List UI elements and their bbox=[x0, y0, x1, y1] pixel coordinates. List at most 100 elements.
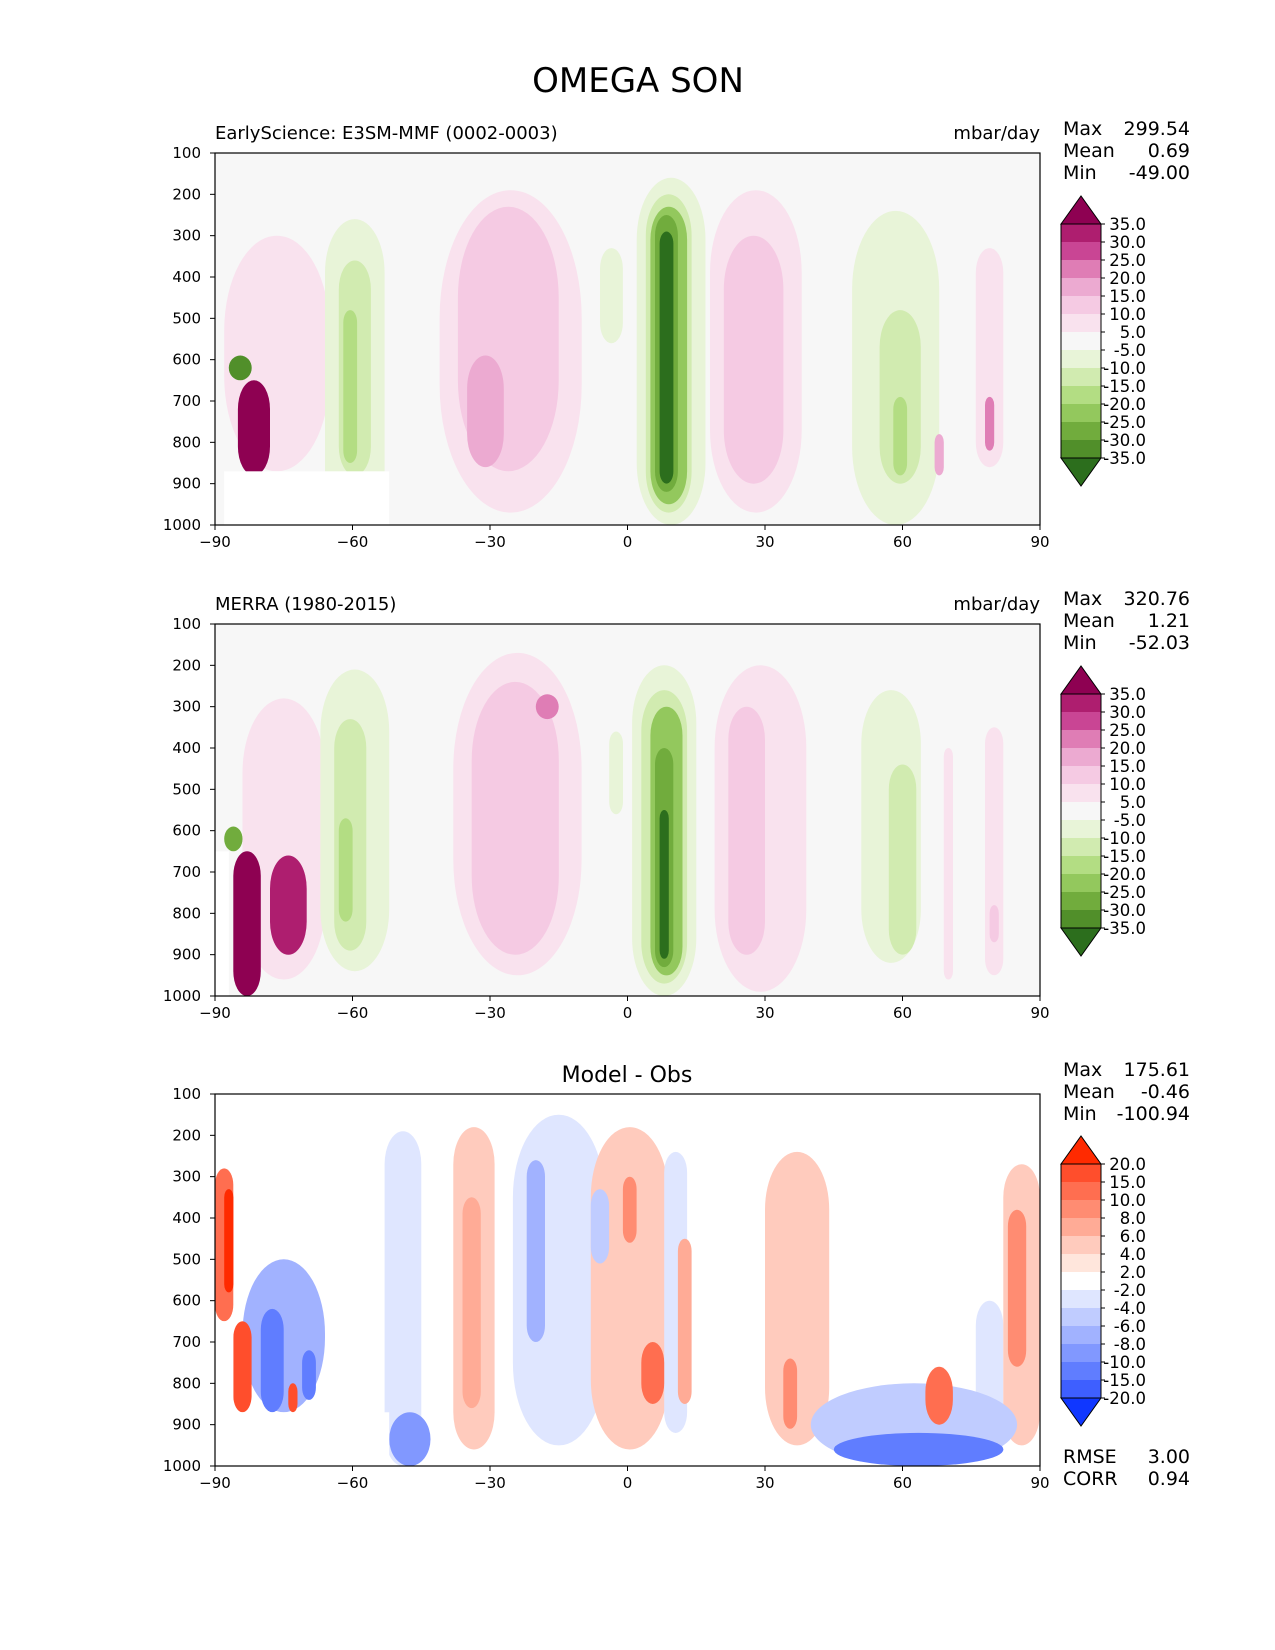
x-tick-label: 0 bbox=[623, 1004, 633, 1022]
colorbar-segment bbox=[1061, 278, 1101, 296]
colorbar-label: -15.0 bbox=[1103, 847, 1146, 866]
colorbar-label: 10.0 bbox=[1109, 1191, 1146, 1210]
colorbar-label: -10.0 bbox=[1103, 829, 1146, 848]
colorbar-segment bbox=[1061, 368, 1101, 386]
contour-region bbox=[338, 818, 353, 922]
x-tick-label: 60 bbox=[893, 1004, 912, 1022]
colorbar-segment bbox=[1061, 350, 1101, 368]
y-tick-label: 300 bbox=[172, 1168, 201, 1186]
stat-max-label: Max bbox=[1063, 1059, 1102, 1081]
contour-region bbox=[224, 1189, 234, 1293]
colorbar-test: 35.030.025.020.015.010.05.0-5.0-10.0-15.… bbox=[1060, 195, 1146, 487]
plot-area bbox=[215, 153, 1040, 526]
contour-region bbox=[462, 1197, 481, 1409]
contour-region bbox=[526, 1160, 545, 1342]
x-tick-label: −90 bbox=[199, 1004, 231, 1022]
colorbar-label: 5.0 bbox=[1120, 793, 1146, 812]
contour-region bbox=[783, 1358, 798, 1429]
colorbar-label: 25.0 bbox=[1109, 251, 1146, 270]
contour-region bbox=[288, 1383, 298, 1413]
panel-title-left: EarlyScience: E3SM-MMF (0002-0003) bbox=[215, 123, 558, 144]
x-tick-label: −30 bbox=[474, 533, 506, 551]
colorbar-label: -30.0 bbox=[1103, 901, 1146, 920]
y-tick-label: 300 bbox=[172, 698, 201, 716]
colorbar-label: 10.0 bbox=[1109, 775, 1146, 794]
contour-region bbox=[260, 1308, 284, 1413]
colorbar-label: 2.0 bbox=[1120, 1263, 1146, 1282]
colorbar-segment bbox=[1061, 296, 1101, 314]
panel-diff: Model - Obs −90 −60 −30 0 30 60 90 100 200 300 400… bbox=[163, 1063, 1050, 1492]
axes: −90 −60 −30 0 30 60 90 100 200 300 400 500 600 700 800… bbox=[163, 615, 1050, 1022]
colorbar-label: 30.0 bbox=[1109, 233, 1146, 252]
contour-region bbox=[467, 355, 504, 468]
contour-region bbox=[659, 231, 674, 484]
colorbar-segment bbox=[1061, 314, 1101, 332]
plot-area bbox=[215, 1094, 1040, 1466]
colorbar-label: 15.0 bbox=[1109, 757, 1146, 776]
colorbar-label: -30.0 bbox=[1103, 431, 1146, 450]
colorbar-label: -25.0 bbox=[1103, 413, 1146, 432]
stat-mean-value: -0.46 bbox=[1141, 1081, 1190, 1103]
missing-data-region bbox=[215, 1321, 234, 1413]
colorbar-diff: 20.015.010.08.06.04.02.0-2.0-4.0-6.0-8.0… bbox=[1060, 1135, 1146, 1427]
contour-region bbox=[943, 748, 953, 980]
contour-region bbox=[659, 810, 669, 959]
panel-units: mbar/day bbox=[953, 123, 1040, 144]
x-tick-label: 30 bbox=[755, 1474, 774, 1492]
x-tick-label: 0 bbox=[623, 1474, 633, 1492]
y-tick-label: 900 bbox=[172, 946, 201, 964]
x-tick-label: −30 bbox=[474, 1004, 506, 1022]
y-tick-label: 1000 bbox=[163, 987, 201, 1005]
colorbar-segment bbox=[1061, 440, 1101, 458]
contour-region bbox=[535, 694, 559, 720]
stat-max-value: 175.61 bbox=[1124, 1059, 1190, 1081]
stats-test: Max 299.54 Mean 0.69 Min -49.00 bbox=[1063, 118, 1190, 184]
colorbar-segment bbox=[1061, 784, 1101, 802]
x-tick-label: −30 bbox=[474, 1474, 506, 1492]
colorbar-extend-top bbox=[1060, 195, 1102, 225]
colorbar-label: 10.0 bbox=[1109, 305, 1146, 324]
colorbar-outline bbox=[1060, 693, 1102, 929]
y-tick-label: 200 bbox=[172, 656, 201, 674]
colorbar-outline bbox=[1060, 1163, 1102, 1399]
panel-test: EarlyScience: E3SM-MMF (0002-0003) mbar/… bbox=[163, 123, 1050, 551]
y-tick-label: 500 bbox=[172, 1250, 201, 1268]
contour-region bbox=[384, 1131, 422, 1466]
colorbar-label: 15.0 bbox=[1109, 287, 1146, 306]
colorbar-label: 20.0 bbox=[1109, 269, 1146, 288]
contour-region bbox=[989, 905, 999, 943]
colorbar-segment bbox=[1061, 802, 1101, 820]
colorbar-segment bbox=[1061, 1236, 1101, 1254]
contour-region bbox=[233, 1321, 252, 1413]
contour-region bbox=[728, 706, 765, 955]
colorbar-label: -10.0 bbox=[1103, 359, 1146, 378]
stat-rmse-label: RMSE bbox=[1063, 1446, 1117, 1468]
colorbar-label: -20.0 bbox=[1103, 395, 1146, 414]
stat-rmse-value: 3.00 bbox=[1148, 1446, 1190, 1468]
panel-units: mbar/day bbox=[953, 594, 1040, 615]
colorbar-segment bbox=[1061, 260, 1101, 278]
contour-region bbox=[1007, 1209, 1027, 1367]
y-tick-label: 100 bbox=[172, 144, 201, 162]
y-tick-label: 100 bbox=[172, 1085, 201, 1103]
contour-region bbox=[590, 1189, 610, 1264]
colorbar-label: -5.0 bbox=[1114, 341, 1146, 360]
y-tick-label: 800 bbox=[172, 433, 201, 451]
colorbar-segment bbox=[1061, 332, 1101, 350]
x-tick-label: 60 bbox=[893, 533, 912, 551]
y-tick-label: 1000 bbox=[163, 516, 201, 534]
colorbar-segment bbox=[1061, 1164, 1101, 1182]
colorbar-segment bbox=[1061, 766, 1101, 784]
colorbar-label: 35.0 bbox=[1109, 215, 1146, 234]
colorbar-label: -10.0 bbox=[1103, 1353, 1146, 1372]
colorbar-segment bbox=[1061, 694, 1101, 712]
colorbar-label: 5.0 bbox=[1120, 323, 1146, 342]
x-tick-label: 90 bbox=[1030, 533, 1049, 551]
colorbar-label: -20.0 bbox=[1103, 865, 1146, 884]
colorbar-segment bbox=[1061, 1272, 1101, 1290]
x-tick-label: −60 bbox=[337, 1474, 369, 1492]
contour-region bbox=[975, 248, 1004, 468]
contour-region bbox=[677, 1238, 692, 1404]
contour-region bbox=[723, 235, 784, 484]
colorbar-segment bbox=[1061, 386, 1101, 404]
